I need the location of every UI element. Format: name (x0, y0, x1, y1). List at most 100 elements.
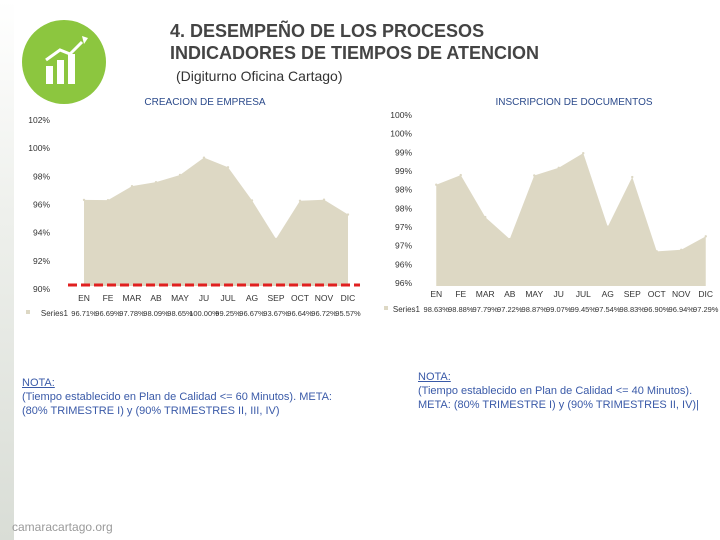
data-point (346, 213, 350, 216)
data-point (250, 199, 254, 202)
y-tick-label: 100% (28, 143, 50, 153)
data-value-label: 96.90% (644, 305, 670, 314)
footer-site: camaracartago.org (12, 520, 113, 534)
series-area (84, 157, 348, 286)
x-category-label: NOV (315, 293, 334, 303)
note-heading: NOTA: (22, 377, 55, 389)
data-value-label: 96.64% (287, 309, 313, 318)
x-category-label: JUL (220, 293, 235, 303)
data-point (508, 237, 511, 241)
note-creacion: NOTA: (Tiempo establecido en Plan de Cal… (22, 376, 352, 418)
y-tick-label: 94% (33, 228, 50, 238)
data-value-label: 100.00% (189, 309, 219, 318)
x-category-label: FE (103, 293, 114, 303)
data-value-label: 97.22% (497, 305, 523, 314)
data-value-label: 96.71% (71, 309, 97, 318)
data-point (106, 198, 110, 202)
data-point (226, 166, 230, 169)
x-category-label: JU (199, 293, 209, 303)
data-point (631, 175, 634, 179)
data-value-label: 97.54% (595, 305, 621, 314)
data-value-label: 96.67% (239, 309, 265, 318)
data-point (582, 151, 585, 155)
data-value-label: 96.69% (95, 309, 121, 318)
x-category-label: MAY (525, 289, 543, 299)
data-point (557, 166, 560, 170)
x-category-label: DIC (341, 293, 356, 303)
data-value-label: 99.45% (571, 305, 597, 314)
chart-title: INSCRIPCION DE DOCUMENTOS (495, 97, 652, 108)
data-value-label: 98.63% (424, 305, 450, 314)
data-value-label: 97.78% (119, 309, 145, 318)
growth-chart-icon (22, 20, 106, 104)
data-point (704, 235, 707, 238)
x-category-label: EN (430, 289, 442, 299)
data-point (435, 183, 438, 186)
x-category-label: AB (150, 293, 162, 303)
y-tick-label: 99% (395, 147, 412, 157)
page-subtitle: (Digiturno Oficina Cartago) (176, 68, 343, 84)
title-line-2: INDICADORES DE TIEMPOS DE ATENCION (170, 43, 540, 63)
data-value-label: 98.88% (448, 305, 474, 314)
y-tick-label: 97% (395, 241, 412, 251)
data-point (459, 173, 462, 177)
note-body: (Tiempo establecido en Plan de Calidad <… (22, 391, 332, 417)
x-category-label: NOV (672, 289, 691, 299)
x-category-label: FE (455, 289, 466, 299)
data-point (202, 156, 206, 159)
x-category-label: MAR (123, 293, 142, 303)
y-tick-label: 96% (395, 259, 412, 269)
data-value-label: 99.25% (215, 309, 241, 318)
data-point (322, 198, 326, 201)
x-category-label: SEP (624, 289, 641, 299)
data-point (130, 184, 134, 188)
x-category-label: JUL (576, 289, 591, 299)
y-tick-label: 96% (33, 200, 50, 210)
title-line-1: 4. DESEMPEÑO DE LOS PROCESOS (170, 21, 485, 41)
y-tick-label: 97% (395, 222, 412, 232)
left-decorative-band (0, 0, 14, 540)
y-tick-label: 92% (33, 256, 50, 266)
note-body: (Tiempo establecido en Plan de Calidad <… (418, 385, 699, 411)
y-tick-label: 100% (390, 129, 412, 139)
x-category-label: EN (78, 293, 90, 303)
data-point (484, 215, 487, 219)
x-category-label: JU (554, 289, 564, 299)
data-point (680, 248, 683, 252)
data-value-label: 96.72% (311, 309, 337, 318)
note-inscripcion: NOTA: (Tiempo establecido en Plan de Cal… (418, 370, 718, 412)
legend-label: Series1 (393, 305, 421, 314)
legend-swatch (26, 310, 30, 314)
data-value-label: 93.67% (263, 309, 289, 318)
y-tick-label: 98% (395, 203, 412, 213)
y-tick-label: 99% (395, 166, 412, 176)
x-category-label: MAY (171, 293, 189, 303)
data-value-label: 98.83% (620, 305, 646, 314)
chart-creacion-empresa: CREACION DE EMPRESA 102% 100% 98% 96% 94% 92% 9… (26, 97, 361, 318)
data-point (154, 180, 158, 184)
data-value-label: 98.65% (167, 309, 193, 318)
data-point (533, 174, 536, 177)
data-point (655, 250, 658, 253)
data-value-label: 95.57% (335, 309, 361, 318)
y-tick-label: 98% (33, 171, 50, 181)
data-value-label: 97.79% (473, 305, 499, 314)
data-point (274, 237, 278, 241)
note-heading: NOTA: (418, 371, 451, 383)
data-value-label: 97.29% (693, 305, 719, 314)
data-value-label: 98.09% (143, 309, 169, 318)
x-category-label: AB (504, 289, 516, 299)
legend-label: Series1 (41, 309, 69, 318)
data-point (82, 198, 86, 202)
x-category-label: OCT (291, 293, 309, 303)
x-category-label: OCT (648, 289, 666, 299)
x-category-label: SEP (267, 293, 284, 303)
data-point (298, 199, 302, 202)
data-value-label: 96.94% (669, 305, 695, 314)
page-title: 4. DESEMPEÑO DE LOS PROCESOS INDICADORES… (170, 20, 710, 64)
data-value-label: 98.87% (522, 305, 548, 314)
x-category-label: AG (246, 293, 258, 303)
y-tick-label: 100% (390, 110, 412, 120)
x-category-label: MAR (476, 289, 495, 299)
legend-swatch (384, 306, 388, 310)
